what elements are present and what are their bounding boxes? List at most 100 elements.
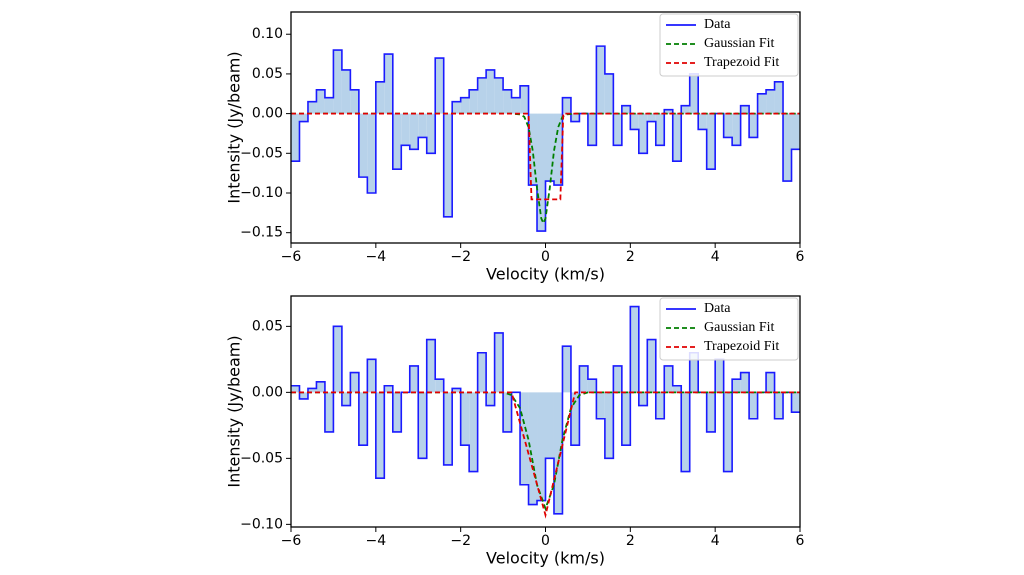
y-tick-label: 0.00 <box>252 384 283 400</box>
channel-fill <box>384 54 393 114</box>
channel-fill <box>409 365 419 393</box>
channel-fill <box>706 392 716 432</box>
channel-fill <box>299 392 308 399</box>
channel-fill <box>723 113 733 138</box>
channel-fill <box>570 113 580 122</box>
channel-fill <box>316 381 325 393</box>
channel-fill <box>443 113 453 217</box>
channel-fill <box>774 392 784 419</box>
legend-label: Gaussian Fit <box>704 320 775 335</box>
channel-fill <box>791 392 800 413</box>
channel-fill <box>655 113 665 146</box>
channel-fill <box>604 392 614 459</box>
channel-fill <box>689 352 699 393</box>
y-axis-label: Intensity (Jy/beam) <box>225 335 244 487</box>
channel-fill <box>689 73 699 114</box>
channel-fill <box>545 113 554 182</box>
channel-fill <box>350 372 359 393</box>
fit-line <box>291 112 800 201</box>
channel-fill <box>621 105 631 114</box>
y-tick-label: −0.10 <box>240 185 283 201</box>
channel-fill <box>350 89 359 114</box>
channel-fill <box>553 113 563 186</box>
channel-fill <box>672 113 682 162</box>
channel-fill <box>418 113 427 138</box>
y-tick-label: 0.00 <box>252 106 283 122</box>
x-tick-label: 6 <box>796 533 805 549</box>
channel-fill <box>562 97 571 114</box>
channel-fill <box>596 392 605 419</box>
legend-box <box>659 13 799 77</box>
x-tick-label: 0 <box>541 249 550 265</box>
channel-fill <box>426 113 436 154</box>
channel-fill <box>783 113 792 182</box>
channel-fill <box>647 113 656 122</box>
channel-fill <box>706 113 716 170</box>
x-axis-label: Velocity (km/s) <box>486 549 605 568</box>
channel-fill <box>766 372 775 393</box>
channel-fill <box>613 365 622 393</box>
channel-fill <box>757 93 767 114</box>
channel-fill <box>486 392 495 406</box>
channel-fill <box>562 346 571 393</box>
x-axis-label: Velocity (km/s) <box>486 265 605 284</box>
channel-fill <box>401 113 410 146</box>
channel-fill <box>375 392 385 479</box>
y-tick-label: −0.05 <box>240 145 283 161</box>
channel-fill <box>358 113 368 178</box>
channel-fill <box>537 113 546 232</box>
channel-fill <box>494 77 504 114</box>
channel-fill <box>460 97 470 114</box>
legend-label: Trapezoid Fit <box>704 55 779 70</box>
channel-fill <box>655 392 665 419</box>
channel-fill <box>503 392 512 432</box>
channel-fill <box>469 89 478 114</box>
channel-fill <box>409 113 419 150</box>
channel-fill <box>740 105 750 114</box>
channel-fill <box>443 392 453 465</box>
channel-fill <box>469 392 478 472</box>
x-tick-label: 2 <box>626 533 635 549</box>
channel-fill <box>537 392 546 501</box>
channel-fill <box>579 365 588 393</box>
channel-fill <box>511 97 521 114</box>
channel-fill <box>333 326 342 393</box>
channel-fill <box>587 379 597 393</box>
channel-fill <box>621 392 631 446</box>
fit-line <box>291 391 800 519</box>
legend: Data Gaussian Fit Trapezoid Fit <box>659 297 799 361</box>
channel-fill <box>494 332 504 393</box>
channel-fill <box>367 113 376 193</box>
data-fill <box>291 46 800 232</box>
channel-fill <box>791 113 800 150</box>
legend-label: Trapezoid Fit <box>704 339 779 354</box>
channel-fill <box>749 392 758 419</box>
y-tick-label: 0.10 <box>252 26 283 42</box>
channel-fill <box>418 392 427 459</box>
legend-label: Gaussian Fit <box>704 36 775 51</box>
x-tick-label: −4 <box>366 533 387 549</box>
channel-fill <box>638 392 648 406</box>
channel-fill <box>749 113 758 138</box>
channel-fill <box>452 101 461 114</box>
channel-fill <box>333 50 342 114</box>
x-tick-label: −6 <box>281 533 302 549</box>
channel-fill <box>545 392 554 459</box>
channel-fill <box>307 388 317 393</box>
channel-fill <box>672 385 682 393</box>
channel-fill <box>324 392 334 432</box>
channel-fill <box>341 392 351 406</box>
channel-fill <box>477 77 487 114</box>
channel-fill <box>477 352 487 393</box>
channel-fill <box>766 89 775 114</box>
channel-fill <box>324 97 334 114</box>
channel-fill <box>587 113 597 146</box>
channel-fill <box>698 113 707 130</box>
channel-fill <box>613 113 622 146</box>
data-line <box>291 305 800 515</box>
channel-fill <box>299 113 308 122</box>
channel-fill <box>367 359 376 393</box>
legend-label: Data <box>704 17 731 32</box>
x-tick-label: −2 <box>450 249 471 265</box>
channel-fill <box>392 392 402 432</box>
